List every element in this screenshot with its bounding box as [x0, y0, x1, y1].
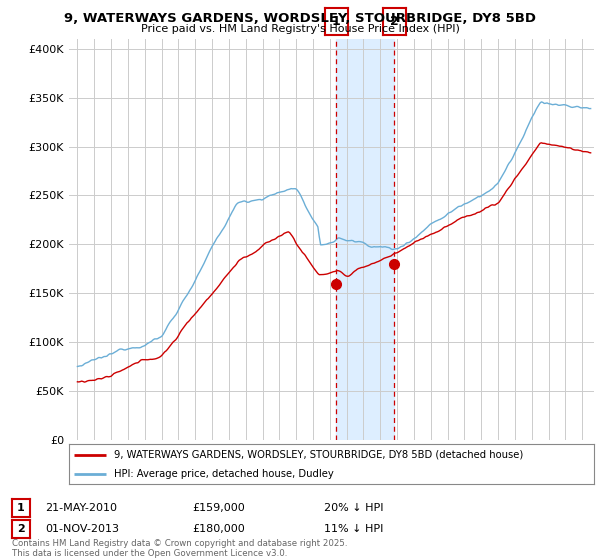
Text: 01-NOV-2013: 01-NOV-2013 — [45, 524, 119, 534]
Text: 2: 2 — [17, 524, 25, 534]
Text: HPI: Average price, detached house, Dudley: HPI: Average price, detached house, Dudl… — [113, 469, 334, 479]
Text: Contains HM Land Registry data © Crown copyright and database right 2025.
This d: Contains HM Land Registry data © Crown c… — [12, 539, 347, 558]
Text: 1: 1 — [332, 15, 341, 28]
Text: 21-MAY-2010: 21-MAY-2010 — [45, 503, 117, 513]
Text: 20% ↓ HPI: 20% ↓ HPI — [324, 503, 383, 513]
Text: £159,000: £159,000 — [192, 503, 245, 513]
Text: 9, WATERWAYS GARDENS, WORDSLEY, STOURBRIDGE, DY8 5BD (detached house): 9, WATERWAYS GARDENS, WORDSLEY, STOURBRI… — [113, 450, 523, 460]
Bar — [336, 39, 394, 440]
Text: 2: 2 — [390, 15, 398, 28]
Text: 11% ↓ HPI: 11% ↓ HPI — [324, 524, 383, 534]
Text: £180,000: £180,000 — [192, 524, 245, 534]
Text: Price paid vs. HM Land Registry's House Price Index (HPI): Price paid vs. HM Land Registry's House … — [140, 24, 460, 34]
Text: 1: 1 — [17, 503, 25, 513]
Text: 9, WATERWAYS GARDENS, WORDSLEY, STOURBRIDGE, DY8 5BD: 9, WATERWAYS GARDENS, WORDSLEY, STOURBRI… — [64, 12, 536, 25]
